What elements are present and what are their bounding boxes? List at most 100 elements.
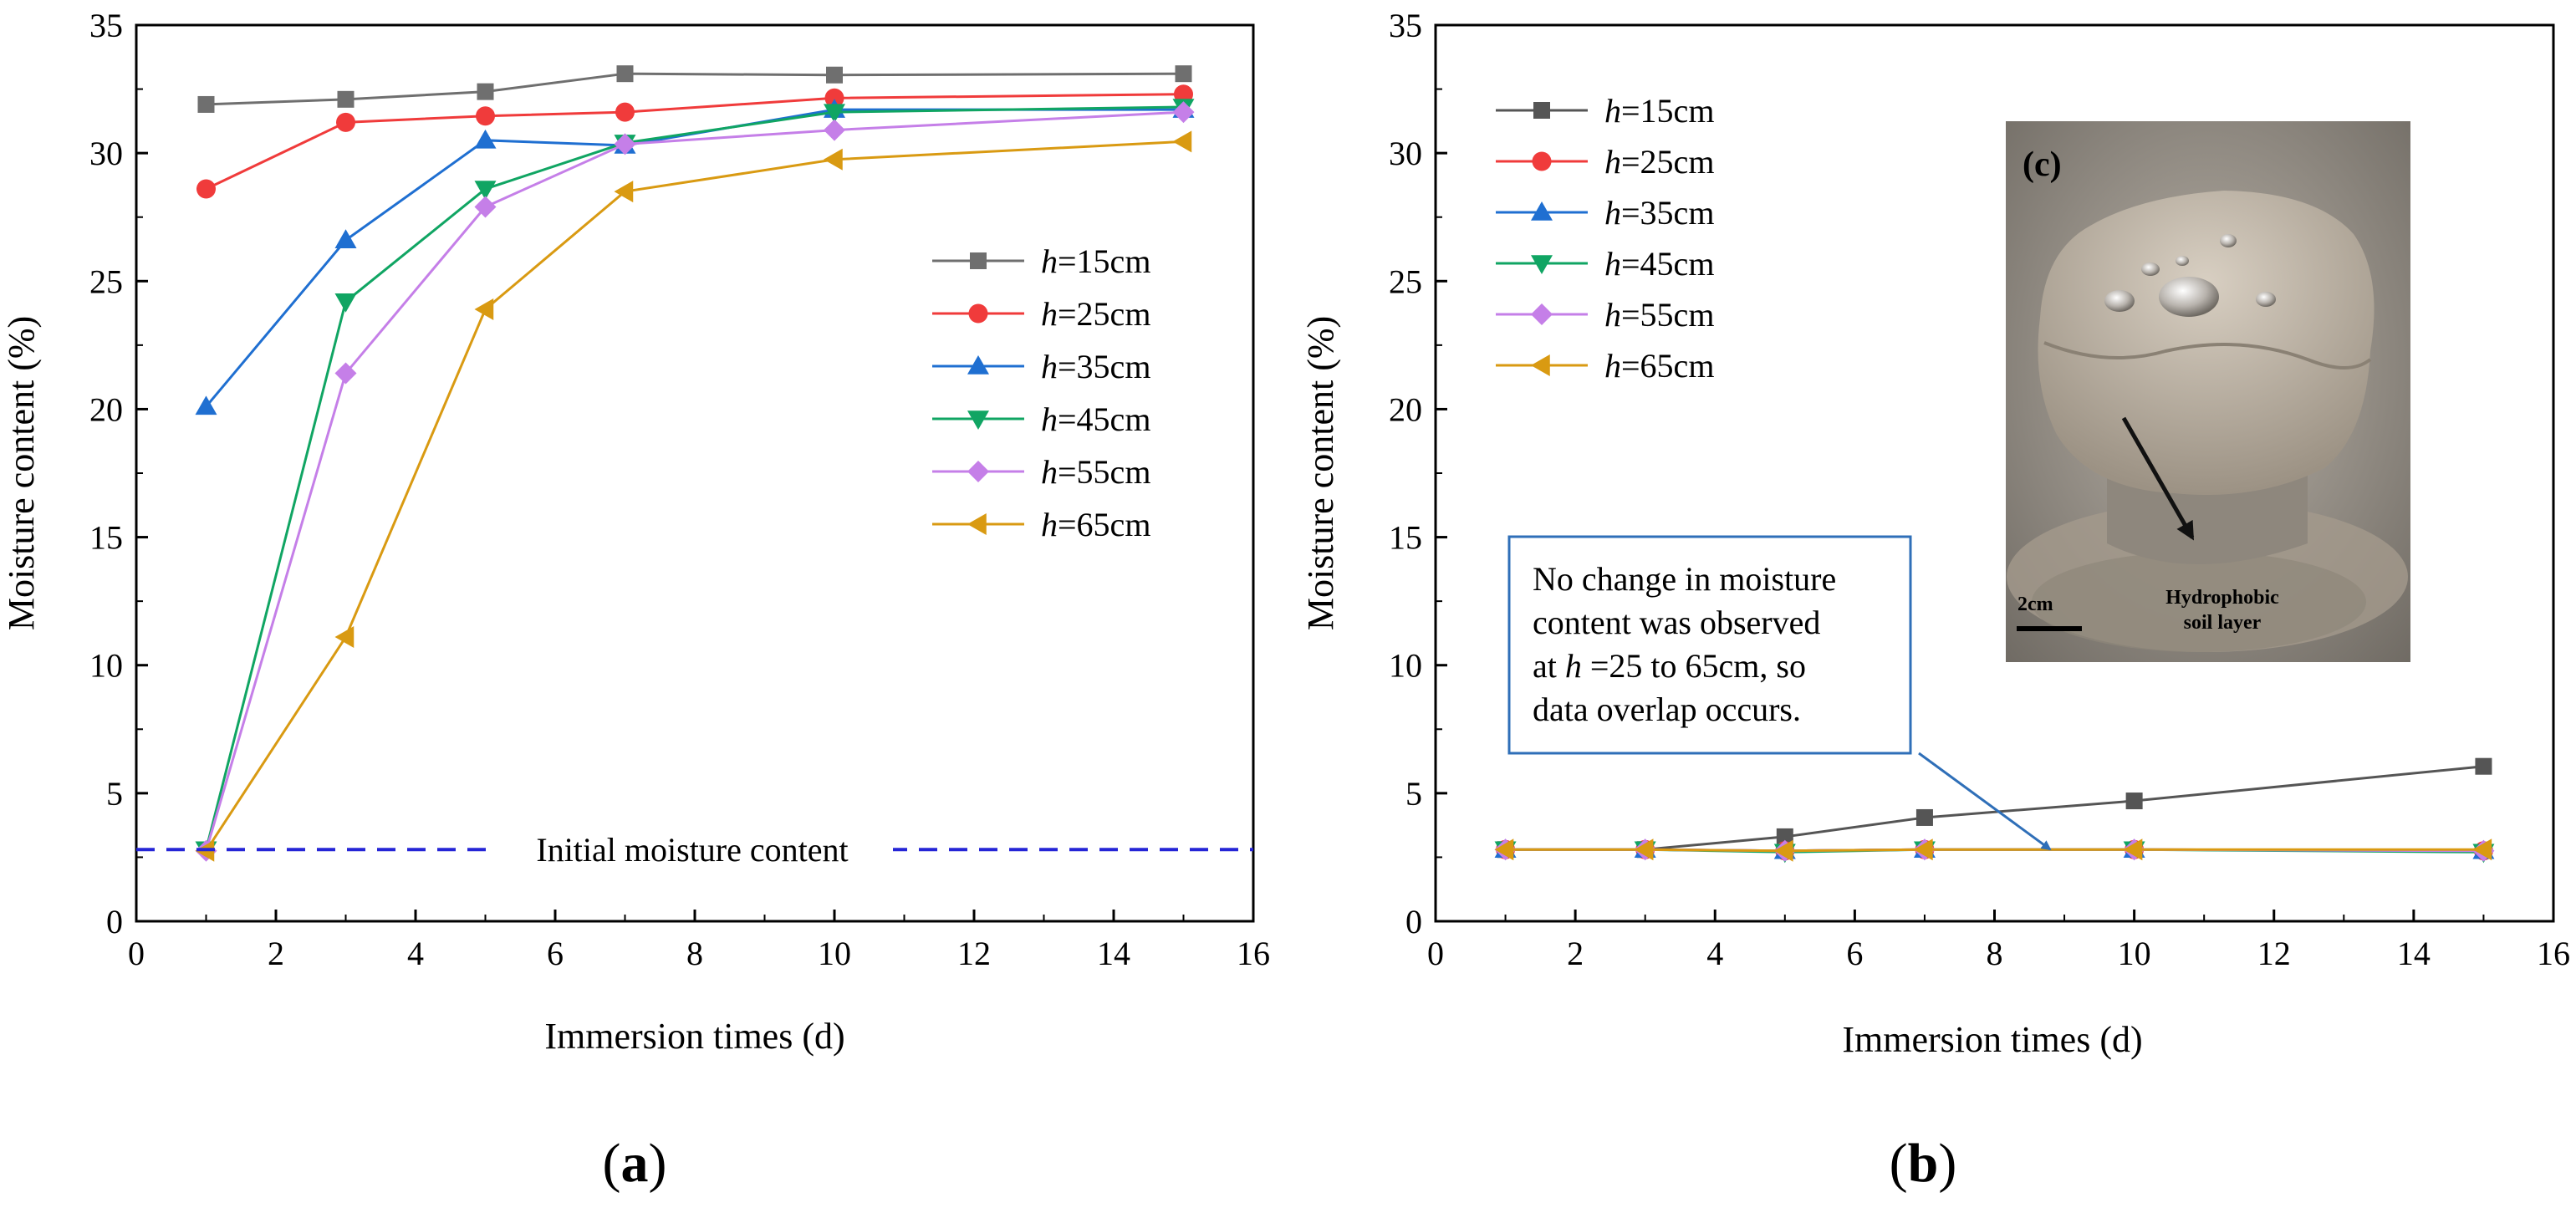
legend-marker (967, 461, 989, 482)
y-tick-label: 10 (89, 647, 123, 685)
legend-item: h=65cm (932, 506, 1150, 543)
legend-label: h=15cm (1041, 242, 1150, 280)
panel-a-legend: h=15cm h=25cm h=35cm h=45cm h=55cm h=65cm (932, 242, 1150, 543)
reference-line-label: Initial moisture content (536, 831, 848, 869)
legend-marker (967, 513, 987, 535)
legend-marker (967, 410, 989, 430)
y-tick-label: 30 (1389, 135, 1422, 172)
legend-label: h=15cm (1604, 92, 1714, 130)
y-tick-label: 15 (89, 519, 123, 557)
legend-item: h=55cm (1496, 296, 1714, 334)
series-line (205, 110, 1184, 852)
panel-a-x-axis-label: Immersion times (d) (544, 1016, 844, 1057)
legend-label: h=65cm (1604, 347, 1714, 385)
data-point (615, 102, 635, 122)
y-tick-label: 10 (1389, 647, 1422, 685)
x-tick-label: 6 (547, 935, 564, 972)
annotation-line-2: content was observed (1533, 604, 1820, 641)
legend-label: h=45cm (1604, 245, 1714, 283)
legend-marker (1533, 102, 1550, 119)
overlap-annotation: No change in moisture content was observ… (1507, 535, 2052, 851)
panel-a-y-axis-label: Moisture content (%) (1, 316, 42, 630)
legend-marker (1531, 255, 1553, 274)
panel-b: 0 2 4 6 8 10 12 14 16 0 5 10 15 20 25 30 35 Moisture con… (1300, 7, 2570, 1194)
panel-b-letter: b (1908, 1133, 1939, 1194)
x-tick-label: 0 (128, 935, 145, 972)
legend-label: h=55cm (1041, 453, 1150, 491)
panel-a-ticks: 0 2 4 6 8 10 12 14 16 0 5 10 15 20 25 30 35 (89, 7, 1270, 972)
series-line (1505, 848, 2484, 853)
legend-item: h=45cm (932, 400, 1150, 438)
data-point (1913, 838, 1933, 861)
y-tick-label: 0 (106, 903, 123, 940)
data-point (474, 129, 497, 149)
annotation-line-4: data overlap occurs. (1533, 691, 1801, 728)
callout-line-2: soil layer (2184, 612, 2262, 634)
data-point (337, 90, 355, 108)
data-point (474, 181, 497, 201)
legend-label: h=35cm (1604, 194, 1714, 232)
annotation-line-1: No change in moisture (1533, 560, 1836, 598)
data-point (1915, 808, 1933, 826)
legend-item: h=55cm (932, 453, 1150, 491)
panel-a-label: (a) (603, 1133, 667, 1194)
x-tick-label: 6 (1846, 935, 1863, 972)
panel-a-series (195, 65, 1195, 862)
y-tick-label: 35 (1389, 7, 1422, 44)
data-point (1175, 65, 1192, 83)
data-point (336, 112, 355, 132)
y-tick-label: 20 (1389, 390, 1422, 428)
data-point (824, 104, 845, 124)
legend-marker (1532, 151, 1552, 171)
x-tick-label: 16 (1237, 935, 1270, 972)
data-point (1634, 838, 1654, 861)
legend-label: h=65cm (1041, 506, 1150, 543)
x-tick-label: 2 (268, 935, 284, 972)
data-point (2123, 838, 2143, 861)
data-point (2475, 757, 2492, 775)
data-point (196, 179, 216, 199)
legend-label: h=25cm (1604, 143, 1714, 181)
legend-marker (968, 303, 988, 324)
scale-bar-label: 2cm (2017, 594, 2053, 615)
y-tick-label: 0 (1405, 903, 1422, 940)
data-point (334, 293, 357, 313)
data-point (334, 626, 355, 649)
data-point (1776, 828, 1793, 845)
data-point (2472, 838, 2492, 861)
legend-label: h=35cm (1041, 348, 1150, 385)
callout-line-1: Hydrophobic (2165, 587, 2279, 609)
legend-marker (1531, 303, 1553, 325)
series-line (206, 72, 1184, 106)
legend-label: h=55cm (1604, 296, 1714, 334)
x-tick-label: 10 (2118, 935, 2151, 972)
x-tick-label: 0 (1427, 935, 1444, 972)
x-tick-label: 14 (2397, 935, 2431, 972)
legend-item: h=25cm (932, 295, 1150, 333)
panel-b-y-axis-label: Moisture content (%) (1300, 316, 1341, 630)
x-tick-label: 8 (1987, 935, 2003, 972)
x-tick-label: 4 (1706, 935, 1723, 972)
y-tick-label: 15 (1389, 519, 1422, 557)
y-tick-label: 25 (1389, 262, 1422, 300)
series-h-15cm (197, 65, 1192, 113)
x-tick-label: 12 (957, 935, 991, 972)
data-point (2125, 793, 2143, 810)
legend-item: h=25cm (1496, 143, 1714, 181)
annotation-arrow (1918, 752, 2052, 851)
photo-water-drop-small (2220, 234, 2237, 247)
photo-water-drop (2104, 290, 2135, 312)
data-point (824, 88, 844, 108)
legend-label: h=25cm (1041, 295, 1150, 333)
series-h-65cm (1494, 838, 2492, 862)
data-point (616, 65, 634, 83)
data-point (824, 148, 843, 171)
data-point (1773, 839, 1793, 862)
data-point (197, 95, 215, 113)
photo-soil-sample (2038, 191, 2375, 495)
data-point (334, 229, 357, 249)
data-point (334, 362, 357, 385)
photo-water-drop-small (2141, 262, 2160, 276)
panel-b-legend: h=15cm h=25cm h=35cm h=45cm h=55cm h=65cm (1496, 92, 1714, 385)
photo-callout-arrow (2121, 416, 2195, 541)
